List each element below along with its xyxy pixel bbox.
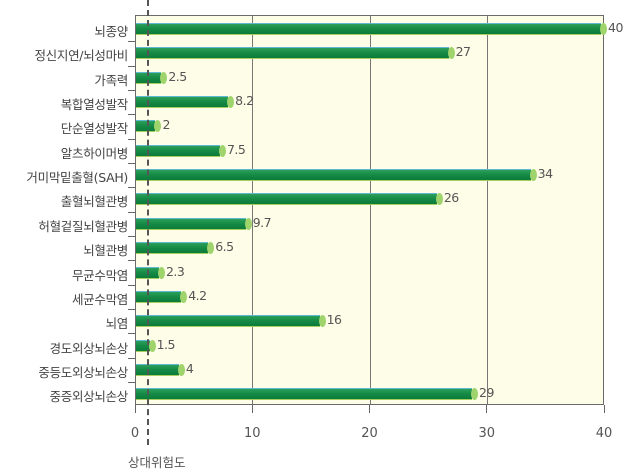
value-label: 4.2 [188,287,207,303]
bar-end-cap [244,217,252,230]
x-tick-label: 40 [595,426,613,441]
bar-end-cap [148,339,156,352]
grid-line [252,16,254,404]
value-label: 40 [608,20,623,35]
category-label: 복합열성발작 [60,97,129,113]
bar [136,193,437,206]
bar-end-cap [180,290,188,303]
y-tick [128,333,135,335]
category-label: 뇌혈관병 [83,243,128,259]
value-label: 2.3 [165,263,185,279]
x-tick [251,405,253,413]
bar-end-cap [154,120,162,133]
bar [136,388,473,401]
bar-end-cap [207,242,215,255]
category-label: 출혈뇌혈관병 [60,194,129,210]
bar-end-cap [318,315,326,328]
bar-end-cap [160,71,168,84]
category-label: 중등도외상뇌손상 [38,364,128,380]
x-axis-title: 상대위험도 [128,455,186,470]
y-tick [128,382,135,384]
value-label: 29 [479,385,494,401]
category-label: 가족력 [94,72,128,88]
bar [136,242,209,255]
category-label: 경도외상뇌손상 [49,340,129,356]
x-tick-label: 30 [478,426,496,441]
x-tick-label: 10 [243,426,261,441]
bar [136,120,156,133]
category-label: 뇌종양 [94,24,128,39]
grid-line [486,16,488,404]
value-label: 6.5 [215,239,234,255]
x-tick [603,405,605,413]
bar-end-cap [447,47,455,60]
category-label: 허혈겉질뇌혈관병 [38,218,128,234]
value-label: 2 [162,117,170,133]
bar-end-cap [471,388,479,401]
bar [136,169,531,182]
y-tick [128,260,135,262]
y-tick [128,138,135,140]
value-label: 27 [455,44,471,60]
category-label: 단순열성발작 [60,121,129,137]
y-tick [128,114,135,116]
category-label: 정신지연/뇌성마비 [34,48,128,64]
y-tick [128,235,135,237]
bar-end-cap [157,266,165,279]
bar-end-cap [435,193,443,206]
value-label: 8.2 [235,93,254,109]
category-label: 무균수막염 [71,267,128,283]
category-label: 중증외상뇌손상 [49,389,129,405]
value-label: 16 [326,312,342,328]
category-label: 알츠하이머병 [60,145,129,161]
bar [136,339,150,352]
y-tick [128,162,135,164]
category-label: 세균수막염 [71,291,128,307]
x-tick [134,405,136,413]
value-label: 2.5 [168,68,187,84]
y-tick [128,211,135,213]
value-label: 9.7 [252,214,272,230]
plot-area [135,15,604,405]
y-tick [128,187,135,189]
bar [136,144,220,157]
value-label: 4 [185,360,194,376]
y-tick [128,357,135,359]
bar-end-cap [600,23,607,35]
y-tick [128,41,135,43]
bar [136,290,182,303]
x-tick [486,405,488,413]
reference-line [146,0,149,445]
y-tick [128,284,135,286]
bar [136,96,229,109]
value-label: 1.5 [156,336,176,352]
bar [136,315,320,328]
bar-end-cap [227,96,235,109]
value-label: 26 [443,190,459,206]
value-label: 34 [537,166,553,182]
grid-line [369,16,371,404]
bar [136,23,601,35]
y-tick [128,309,135,311]
bar [136,47,449,60]
x-tick [369,405,370,413]
bar-end-cap [218,144,226,157]
x-tick-label: 0 [130,426,140,441]
bar [136,363,179,376]
category-label: 뇌염 [105,316,129,332]
y-tick [128,65,135,67]
value-label: 7.5 [226,141,246,157]
category-label: 거미막밑출혈(SAH) [26,170,128,186]
bar-end-cap [177,363,185,376]
x-tick-label: 20 [361,426,378,441]
y-tick [128,89,135,91]
bar [136,217,246,230]
bar-end-cap [529,169,537,182]
